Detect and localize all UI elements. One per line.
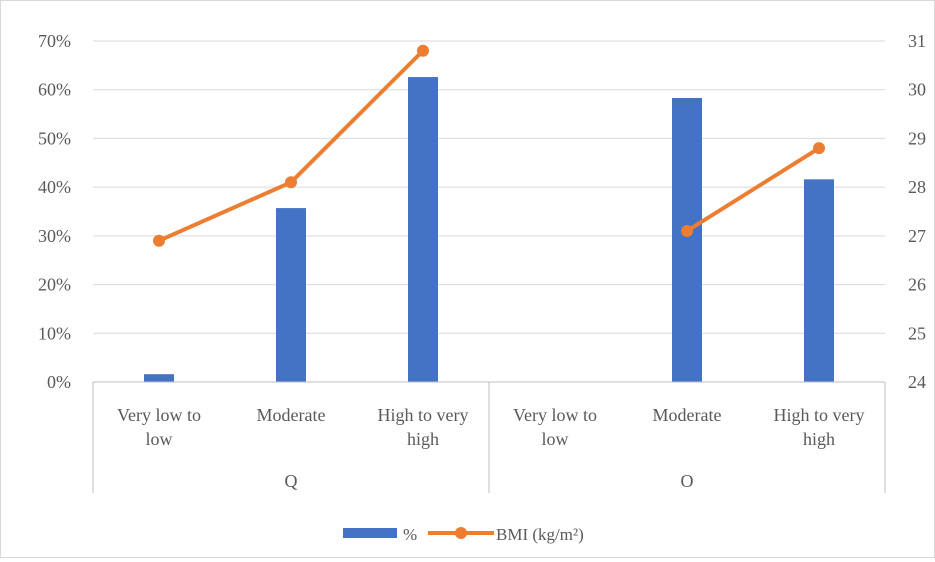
category-label: low: [542, 429, 569, 449]
left-axis-tick-label: 70%: [38, 31, 71, 51]
right-axis-tick-label: 26: [908, 275, 926, 295]
right-axis-tick-label: 29: [908, 128, 926, 148]
left-axis-tick-label: 60%: [38, 80, 71, 100]
legend-line-marker: [455, 527, 467, 539]
bmi-point: [285, 176, 297, 189]
bmi-point: [681, 224, 693, 237]
bmi-line-segment: [685, 146, 821, 233]
bar: [672, 97, 702, 382]
group-label: Q: [285, 471, 298, 491]
bar-series: [144, 77, 834, 382]
category-label: low: [146, 429, 173, 449]
right-axis-tick-label: 31: [908, 31, 926, 51]
legend-bar-swatch: [343, 528, 397, 538]
bar: [804, 179, 834, 382]
bar: [276, 208, 306, 382]
left-axis-tick-label: 10%: [38, 323, 71, 343]
category-label: Very low to: [117, 405, 201, 425]
bmi-point: [417, 44, 429, 57]
bmi-point: [813, 142, 825, 155]
category-label: Moderate: [653, 405, 722, 425]
bar: [144, 374, 174, 382]
category-label: high: [803, 429, 835, 449]
right-axis-tick-label: 30: [908, 80, 926, 100]
category-label: High to very: [378, 405, 469, 425]
right-axis-tick-label: 27: [908, 226, 926, 246]
category-label: High to very: [774, 405, 865, 425]
group-label: O: [681, 471, 694, 491]
legend-label: BMI (kg/m²): [496, 525, 584, 544]
gridlines: [93, 40, 885, 383]
right-axis-tick-label: 28: [908, 177, 926, 197]
right-axis-tick-label: 25: [908, 323, 926, 343]
legend-label: %: [403, 525, 417, 544]
left-axis-tick-label: 20%: [38, 275, 71, 295]
bar: [408, 77, 438, 382]
legend: % BMI (kg/m²): [343, 525, 584, 544]
line-series: [153, 44, 825, 247]
left-axis-ticks: 0% 10% 20% 30% 40% 50% 60% 70%: [38, 31, 71, 392]
left-axis-tick-label: 30%: [38, 226, 71, 246]
left-axis-tick-label: 50%: [38, 128, 71, 148]
right-axis-tick-label: 24: [908, 372, 926, 392]
left-axis-tick-label: 40%: [38, 177, 71, 197]
category-label: Moderate: [257, 405, 326, 425]
bmi-point: [153, 234, 165, 247]
category-axis: Very low to low Moderate High to very high Ve…: [92, 381, 886, 493]
category-label: high: [407, 429, 439, 449]
left-axis-tick-label: 0%: [47, 372, 71, 392]
category-label: Very low to: [513, 405, 597, 425]
right-axis-ticks: 24 25 26 27 28 29 30 31: [908, 31, 926, 392]
